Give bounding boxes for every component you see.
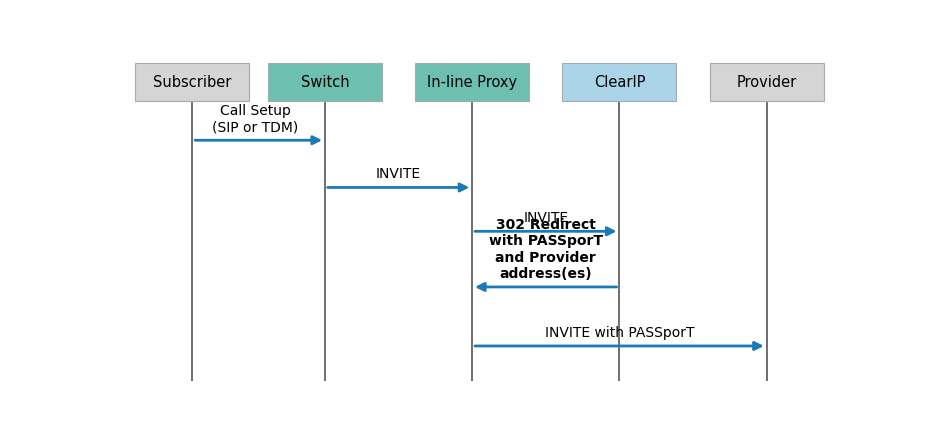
Text: Call Setup
(SIP or TDM): Call Setup (SIP or TDM) (212, 104, 298, 134)
FancyBboxPatch shape (710, 63, 824, 102)
Text: 302 Redirect
with PASSporT
and Provider
address(es): 302 Redirect with PASSporT and Provider … (489, 218, 603, 281)
Text: INVITE: INVITE (376, 167, 421, 181)
Text: INVITE: INVITE (523, 211, 568, 225)
Text: Switch: Switch (300, 74, 350, 89)
Text: ClearIP: ClearIP (594, 74, 645, 89)
FancyBboxPatch shape (415, 63, 529, 102)
FancyBboxPatch shape (562, 63, 676, 102)
Text: Provider: Provider (736, 74, 797, 89)
Text: In-line Proxy: In-line Proxy (428, 74, 517, 89)
FancyBboxPatch shape (268, 63, 382, 102)
Text: Subscriber: Subscriber (153, 74, 232, 89)
FancyBboxPatch shape (135, 63, 250, 102)
Text: INVITE with PASSporT: INVITE with PASSporT (544, 326, 694, 340)
